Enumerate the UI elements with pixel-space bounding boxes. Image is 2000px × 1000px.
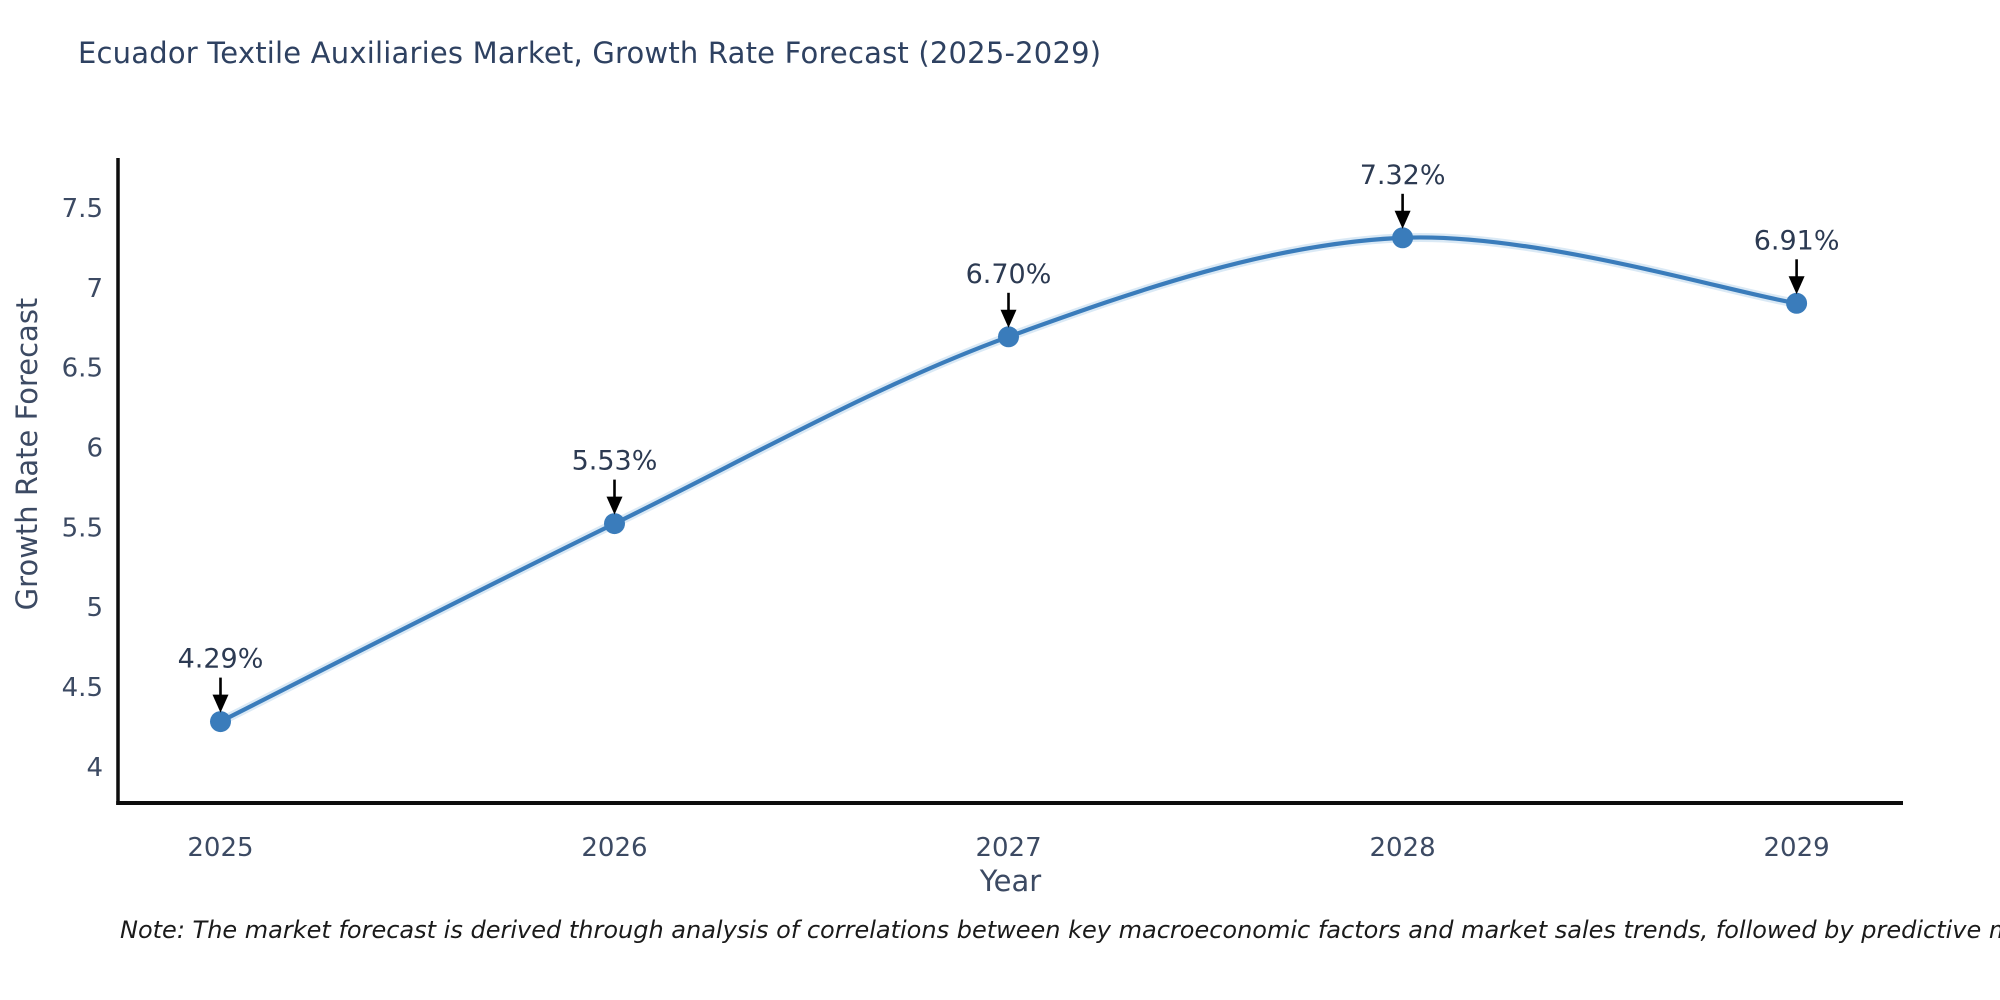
data-point-2026 [604, 513, 625, 535]
y-tick-label: 5.5 [62, 513, 103, 543]
y-tick-label: 7.5 [62, 194, 103, 224]
point-annotation: 4.29% [178, 644, 264, 713]
annotation-arrow-head [1394, 210, 1411, 229]
annotation-arrow-head [212, 694, 229, 713]
point-annotation: 7.32% [1360, 160, 1446, 229]
point-annotation-label: 4.29% [178, 644, 264, 675]
x-tick-label: 2029 [1764, 833, 1830, 863]
x-tick-label: 2028 [1369, 833, 1435, 863]
x-tick-label: 2026 [581, 833, 647, 863]
chart-title: Ecuador Textile Auxiliaries Market, Grow… [78, 36, 1102, 70]
data-point-2025 [210, 711, 231, 733]
x-tick-label: 2027 [975, 833, 1041, 863]
x-axis-title: Year [979, 864, 1042, 898]
point-annotation: 6.70% [966, 259, 1052, 328]
point-annotation-label: 5.53% [572, 446, 658, 477]
x-tick-label: 2025 [187, 833, 253, 863]
y-tick-label: 7 [86, 274, 103, 304]
y-tick-label: 5 [86, 593, 103, 623]
point-annotation-label: 7.32% [1360, 160, 1446, 191]
chart-note: Note: The market forecast is derived thr… [120, 916, 2000, 944]
data-point-2027 [998, 326, 1019, 348]
data-point-2028 [1392, 227, 1414, 249]
point-annotation-label: 6.91% [1754, 225, 1840, 256]
point-annotation-label: 6.70% [966, 259, 1052, 290]
point-annotation: 5.53% [572, 446, 658, 515]
y-tick-label: 6.5 [62, 354, 103, 384]
y-tick-label: 6 [86, 434, 103, 464]
y-tick-label: 4 [86, 753, 103, 783]
point-annotation: 6.91% [1754, 225, 1840, 295]
annotation-arrow-head [1000, 309, 1017, 328]
data-point-2029 [1786, 292, 1808, 314]
annotation-arrow-head [1788, 276, 1805, 295]
annotation-arrow-head [606, 496, 623, 515]
y-tick-label: 4.5 [62, 673, 103, 703]
